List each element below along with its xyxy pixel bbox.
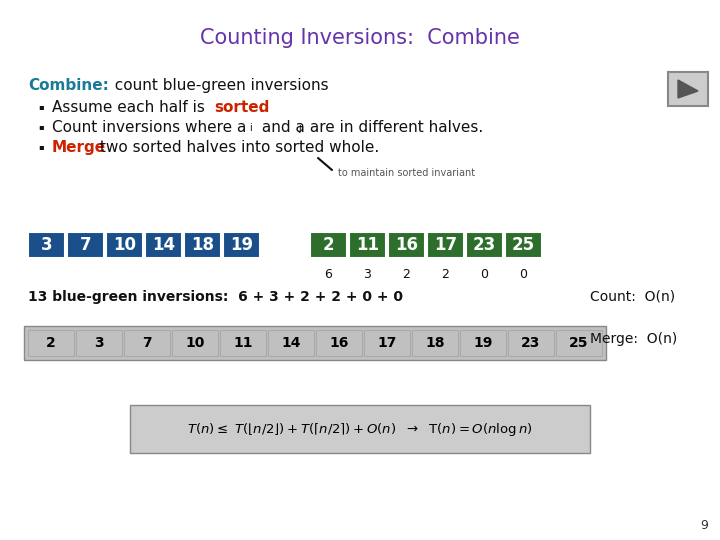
Text: ▪: ▪ (38, 102, 44, 111)
Text: 7: 7 (142, 336, 152, 350)
Text: sorted: sorted (214, 100, 269, 115)
Text: Merge: Merge (52, 140, 106, 155)
Bar (28, 330, 74, 356)
Bar (427, 232, 464, 258)
Text: 2: 2 (402, 267, 410, 280)
Bar (466, 232, 503, 258)
Bar (316, 330, 362, 356)
Bar (130, 405, 590, 453)
Text: i: i (249, 123, 252, 133)
Bar (76, 330, 122, 356)
Text: $T(n) \leq\ T(\lfloor n/2 \rfloor) + T(\lceil n/2 \rceil) + O(n)\ \ \rightarrow\: $T(n) \leq\ T(\lfloor n/2 \rfloor) + T(\… (187, 421, 533, 437)
Bar (67, 232, 104, 258)
Text: 19: 19 (230, 236, 253, 254)
Bar (388, 232, 425, 258)
Text: .: . (258, 100, 263, 115)
Text: 16: 16 (329, 336, 348, 350)
Text: 0: 0 (480, 267, 488, 280)
Bar (668, 72, 708, 106)
Bar (310, 232, 347, 258)
Bar (508, 330, 554, 356)
Text: 25: 25 (512, 236, 535, 254)
Text: 14: 14 (152, 236, 175, 254)
Text: 7: 7 (80, 236, 91, 254)
Text: 11: 11 (233, 336, 253, 350)
Text: Count:  O(n): Count: O(n) (590, 290, 675, 304)
Text: 2: 2 (323, 236, 334, 254)
Text: count blue-green inversions: count blue-green inversions (105, 78, 328, 93)
Text: 2: 2 (46, 336, 56, 350)
Bar (505, 232, 542, 258)
Text: 2: 2 (441, 267, 449, 280)
Polygon shape (678, 80, 698, 98)
Bar (460, 330, 506, 356)
Bar (349, 232, 386, 258)
Text: Merge:  O(n): Merge: O(n) (590, 332, 678, 346)
Bar (145, 232, 182, 258)
Text: 14: 14 (282, 336, 301, 350)
Text: 3: 3 (364, 267, 372, 280)
Bar (24, 326, 606, 360)
Text: 10: 10 (185, 336, 204, 350)
Bar (268, 330, 314, 356)
Text: Counting Inversions:  Combine: Counting Inversions: Combine (200, 28, 520, 48)
Text: 23: 23 (521, 336, 541, 350)
Text: 18: 18 (191, 236, 214, 254)
Text: 10: 10 (113, 236, 136, 254)
Bar (412, 330, 458, 356)
Text: 17: 17 (377, 336, 397, 350)
Text: ▪: ▪ (38, 122, 44, 131)
Text: 9: 9 (700, 519, 708, 532)
Bar (124, 330, 170, 356)
Bar (106, 232, 143, 258)
Text: ▪: ▪ (38, 142, 44, 151)
Text: two sorted halves into sorted whole.: two sorted halves into sorted whole. (95, 140, 379, 155)
Text: 3: 3 (94, 336, 104, 350)
Text: 16: 16 (395, 236, 418, 254)
Text: 17: 17 (434, 236, 457, 254)
Text: 3: 3 (41, 236, 53, 254)
Text: j: j (298, 123, 301, 133)
Bar (172, 330, 218, 356)
Bar (184, 232, 221, 258)
Text: 23: 23 (473, 236, 496, 254)
Text: 11: 11 (356, 236, 379, 254)
Text: Count inversions where a: Count inversions where a (52, 120, 246, 135)
Text: are in different halves.: are in different halves. (305, 120, 483, 135)
Text: and a: and a (257, 120, 305, 135)
Bar (28, 232, 65, 258)
Text: 19: 19 (473, 336, 492, 350)
Text: 25: 25 (570, 336, 589, 350)
Bar (220, 330, 266, 356)
Text: 6: 6 (325, 267, 333, 280)
Bar (556, 330, 602, 356)
Text: 0: 0 (520, 267, 528, 280)
Bar (364, 330, 410, 356)
Text: Combine:: Combine: (28, 78, 109, 93)
Text: Assume each half is: Assume each half is (52, 100, 210, 115)
Text: to maintain sorted invariant: to maintain sorted invariant (338, 168, 475, 178)
Bar (223, 232, 260, 258)
Text: 18: 18 (426, 336, 445, 350)
Text: 13 blue-green inversions:  6 + 3 + 2 + 2 + 0 + 0: 13 blue-green inversions: 6 + 3 + 2 + 2 … (28, 290, 403, 304)
